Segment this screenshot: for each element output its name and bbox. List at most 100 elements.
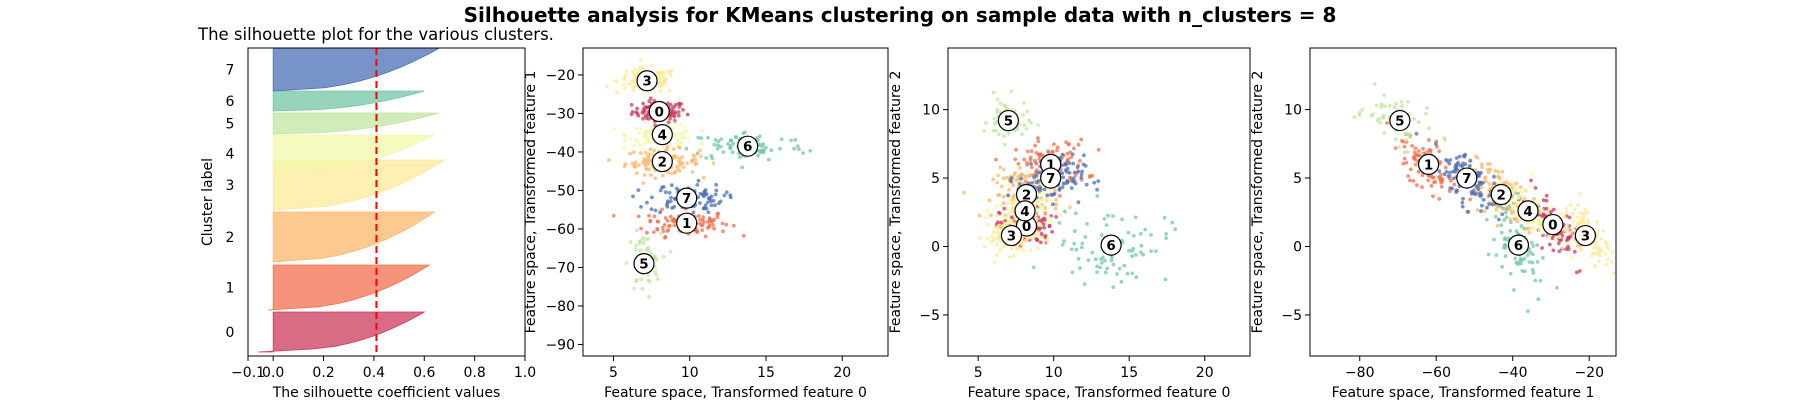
point-cluster-2 [1500, 169, 1505, 174]
point-cluster-1 [1420, 173, 1425, 178]
point-cluster-4 [1040, 198, 1045, 203]
point-cluster-3 [1579, 246, 1583, 251]
point-cluster-3 [1017, 246, 1022, 251]
point-cluster-6 [1133, 215, 1138, 220]
point-cluster-2 [1043, 210, 1048, 215]
point-cluster-4 [623, 138, 627, 142]
point-cluster-1 [1402, 156, 1407, 161]
point-cluster-5 [1029, 120, 1033, 125]
cluster-center-7 [676, 187, 698, 209]
point-cluster-7 [668, 199, 673, 204]
point-cluster-1 [712, 226, 716, 231]
point-cluster-1 [1055, 148, 1059, 153]
point-cluster-5 [1003, 142, 1007, 147]
cluster-center-4 [651, 124, 673, 146]
point-cluster-4 [1516, 196, 1520, 201]
point-cluster-4 [621, 132, 626, 137]
point-cluster-2 [642, 156, 647, 161]
point-cluster-7 [1049, 192, 1053, 197]
point-cluster-3 [1596, 229, 1600, 234]
point-cluster-2 [633, 160, 638, 165]
point-cluster-2 [1508, 217, 1513, 222]
point-cluster-6 [792, 146, 796, 151]
point-cluster-7 [1082, 153, 1086, 158]
point-cluster-6 [1154, 249, 1158, 254]
point-cluster-4 [1519, 189, 1524, 194]
point-cluster-7 [650, 195, 654, 200]
point-cluster-7 [1072, 170, 1077, 175]
point-cluster-4 [679, 141, 683, 145]
point-cluster-1 [724, 222, 729, 227]
point-cluster-7 [706, 200, 710, 205]
point-cluster-1 [1439, 184, 1444, 189]
point-cluster-4 [1043, 205, 1048, 210]
point-cluster-3 [994, 253, 999, 258]
point-cluster-1 [1468, 197, 1473, 202]
point-cluster-0 [634, 110, 639, 115]
point-cluster-0 [676, 110, 681, 114]
point-cluster-3 [1603, 251, 1608, 256]
point-cluster-3 [1571, 220, 1576, 224]
point-cluster-5 [1426, 126, 1431, 130]
point-cluster-5 [1022, 101, 1026, 105]
point-cluster-1 [1036, 139, 1041, 144]
point-cluster-5 [1382, 131, 1387, 135]
point-cluster-0 [668, 116, 672, 121]
point-cluster-1 [1096, 147, 1101, 152]
point-cluster-6 [728, 145, 733, 150]
point-cluster-6 [1500, 264, 1504, 269]
point-cluster-7 [665, 200, 670, 205]
point-cluster-1 [1428, 150, 1433, 155]
point-cluster-4 [983, 215, 988, 220]
point-cluster-7 [1462, 153, 1466, 158]
point-cluster-4 [1045, 197, 1049, 201]
point-cluster-7 [1414, 131, 1419, 136]
point-cluster-5 [1006, 131, 1011, 136]
point-cluster-3 [983, 244, 987, 249]
point-cluster-1 [1427, 138, 1431, 142]
point-cluster-7 [704, 192, 709, 197]
cluster-center-2 [651, 150, 673, 173]
point-cluster-3 [1577, 219, 1581, 224]
point-cluster-5 [1399, 100, 1404, 104]
scatter-y-label: Feature space, Transformed feature 2 [888, 71, 904, 334]
point-cluster-3 [996, 224, 1000, 229]
cluster-center-3 [1000, 224, 1023, 247]
point-cluster-3 [1569, 230, 1573, 235]
point-cluster-2 [693, 158, 698, 162]
point-cluster-4 [636, 139, 641, 144]
point-cluster-6 [1117, 266, 1122, 271]
point-cluster-5 [624, 261, 629, 265]
point-cluster-7 [1487, 202, 1492, 207]
point-cluster-3 [623, 86, 627, 91]
point-cluster-3 [1045, 240, 1050, 245]
point-cluster-7 [1492, 174, 1496, 179]
point-cluster-3 [1000, 224, 1004, 228]
point-cluster-7 [1079, 172, 1084, 177]
point-cluster-4 [1569, 256, 1574, 260]
point-cluster-0 [1547, 242, 1552, 247]
point-cluster-5 [1406, 99, 1410, 104]
point-cluster-0 [1544, 193, 1549, 198]
point-cluster-6 [1499, 230, 1504, 235]
point-cluster-0 [1002, 206, 1007, 211]
point-cluster-2 [1016, 174, 1020, 179]
point-cluster-6 [1163, 277, 1168, 282]
point-cluster-2 [1532, 196, 1536, 201]
cluster-center-6 [1100, 234, 1122, 256]
point-cluster-6 [712, 142, 717, 147]
point-cluster-1 [703, 234, 708, 239]
point-cluster-2 [1495, 223, 1500, 228]
point-cluster-3 [1606, 247, 1611, 251]
point-cluster-7 [1479, 182, 1483, 186]
point-cluster-5 [633, 247, 638, 252]
point-cluster-7 [1454, 188, 1459, 193]
point-cluster-1 [660, 207, 664, 212]
point-cluster-3 [613, 79, 618, 84]
point-cluster-7 [1500, 212, 1505, 217]
point-cluster-7 [1096, 179, 1101, 184]
point-cluster-1 [1022, 157, 1027, 162]
point-cluster-4 [1560, 245, 1564, 250]
point-cluster-7 [1092, 180, 1097, 185]
point-cluster-7 [1080, 169, 1084, 174]
